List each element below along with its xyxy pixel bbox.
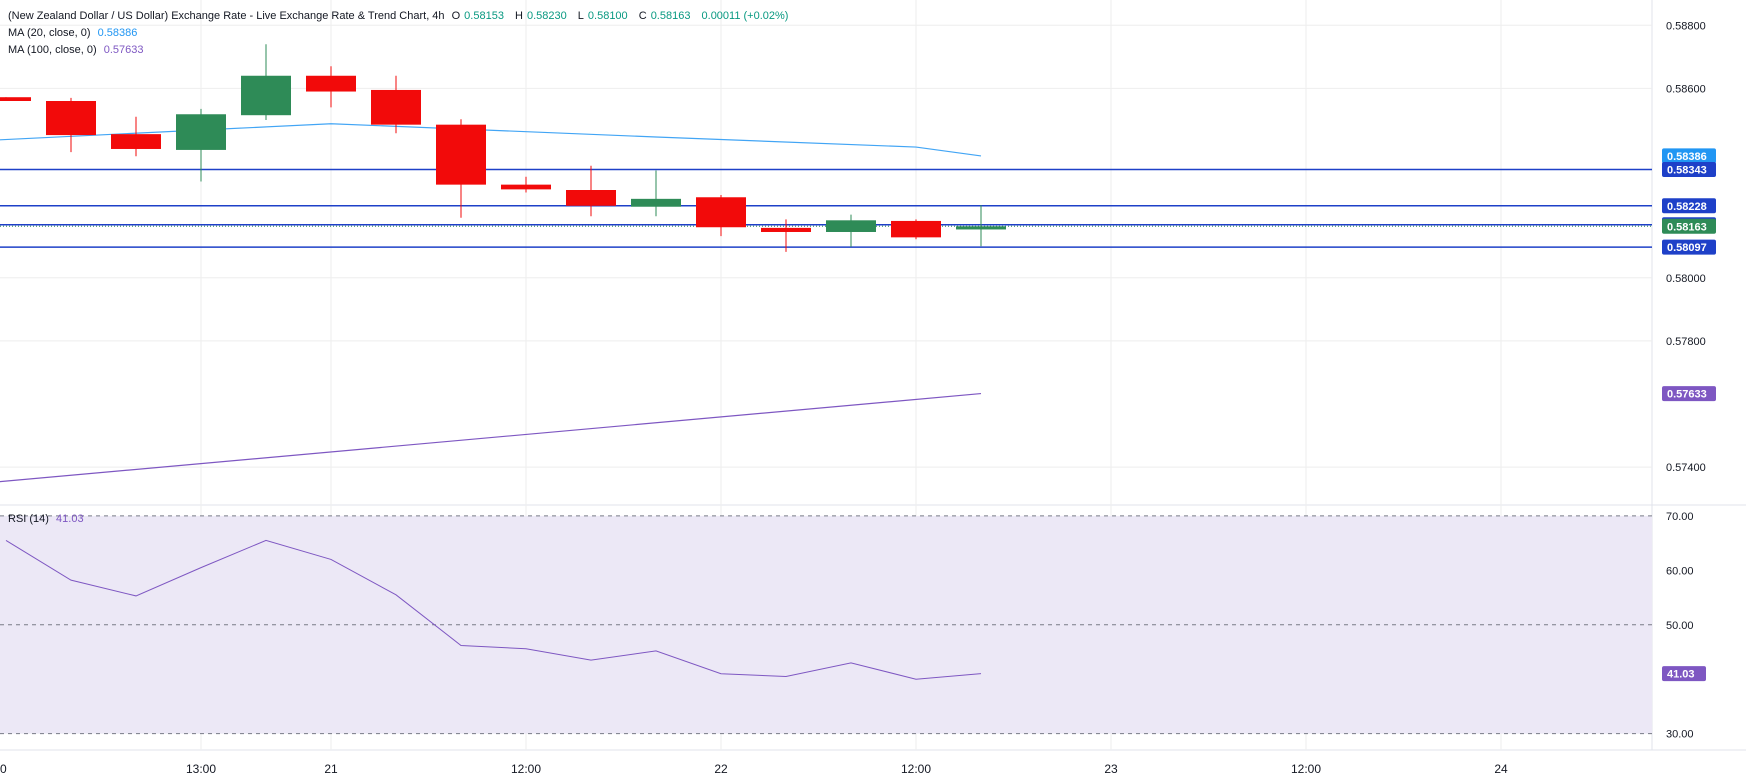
candle-body	[826, 220, 876, 232]
price-tag	[1662, 386, 1716, 402]
rsi-value: 41.03	[56, 513, 84, 525]
change-value: 0.00011 (+0.02%)	[701, 10, 789, 22]
symbol-title: (New Zealand Dollar / US Dollar) Exchang…	[8, 10, 445, 22]
price-tag-label: 0.58097	[1667, 242, 1707, 254]
ma100-label: MA (100, close, 0)	[8, 44, 97, 56]
low-value: 0.58100	[587, 10, 628, 22]
price-tag-label: 0.58163	[1667, 221, 1707, 233]
time-tick-label: 12:00	[511, 762, 541, 776]
open-label: O	[451, 10, 461, 22]
ma20-legend[interactable]: MA (20, close, 0) 0.58386	[8, 26, 141, 40]
price-tag	[1662, 198, 1716, 214]
price-tag	[1662, 161, 1716, 177]
candle-body	[176, 114, 226, 150]
high-value: 0.58230	[526, 10, 567, 22]
time-tick-label: 23	[1104, 762, 1118, 776]
time-tick-label: 24	[1494, 762, 1508, 776]
rsi-tick-label: 30.00	[1666, 729, 1694, 741]
price-tick-label: 0.57800	[1666, 336, 1706, 348]
ma20-label: MA (20, close, 0)	[8, 27, 91, 39]
rsi-label: RSI (14)	[8, 513, 49, 525]
time-tick-label: 0	[0, 762, 7, 776]
price-tag	[1662, 148, 1716, 164]
candle-body	[501, 184, 551, 190]
ma20-value: 0.58386	[97, 27, 138, 39]
open-value: 0.58153	[464, 10, 504, 22]
price-tick-label: 0.58800	[1666, 20, 1706, 32]
time-tick-label: 21	[324, 762, 338, 776]
candle-body	[241, 75, 291, 116]
candle-body	[696, 197, 746, 228]
price-tag-label: 0.57633	[1667, 389, 1707, 401]
rsi-tick-label: 70.00	[1666, 511, 1694, 523]
time-tick-label: 12:00	[1291, 762, 1321, 776]
candle-body	[436, 124, 486, 185]
candle-body	[111, 134, 161, 149]
time-tick-label: 22	[714, 762, 728, 776]
time-tick-label: 12:00	[901, 762, 931, 776]
candle-body	[631, 198, 681, 207]
rsi-tag	[1662, 666, 1706, 682]
ma100-line	[0, 392, 982, 483]
rsi-legend[interactable]: RSI (14) 41.03	[8, 512, 88, 526]
candle-body	[956, 226, 1006, 230]
close-value: 0.58163	[650, 10, 691, 22]
low-label: L	[577, 10, 584, 22]
candle-body	[566, 190, 616, 206]
rsi-tag-label: 41.03	[1667, 669, 1695, 681]
candle-body	[306, 75, 356, 92]
time-tick-label: 13:00	[186, 762, 216, 776]
high-label: H	[515, 10, 523, 22]
rsi-tick-label: 50.00	[1666, 620, 1694, 632]
price-tag-label: 0.58228	[1667, 201, 1707, 213]
candle-body	[891, 220, 941, 238]
price-tag	[1662, 239, 1716, 255]
close-label: C	[638, 10, 647, 22]
price-tick-label: 0.57400	[1666, 462, 1706, 474]
candle-body	[0, 97, 31, 101]
candle-body	[46, 101, 96, 136]
symbol-legend: (New Zealand Dollar / US Dollar) Exchang…	[8, 9, 792, 23]
candle-body	[371, 89, 421, 125]
rsi-line	[5, 539, 982, 680]
price-tag-label: 0.58386	[1667, 151, 1707, 163]
ma100-value: 0.57633	[103, 44, 144, 56]
ma100-legend[interactable]: MA (100, close, 0) 0.57633	[8, 43, 147, 57]
price-tick-label: 0.58000	[1666, 273, 1706, 285]
candle-body	[761, 227, 811, 232]
price-tag-label: 0.58343	[1667, 164, 1707, 176]
rsi-tick-label: 60.00	[1666, 565, 1694, 577]
price-tag	[1662, 218, 1716, 234]
price-tick-label: 0.58600	[1666, 83, 1706, 95]
